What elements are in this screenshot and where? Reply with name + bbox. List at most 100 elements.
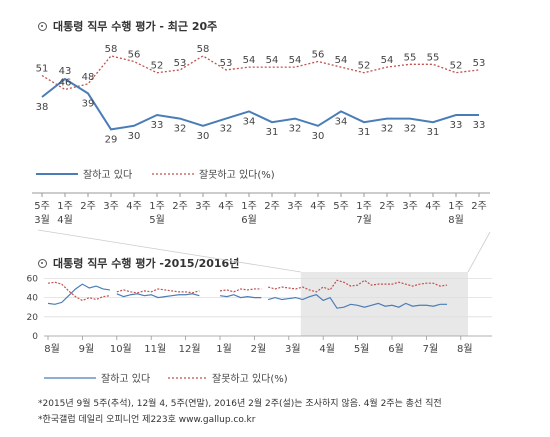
chart1-week-tick-label: 1주 [241, 201, 257, 212]
chart1-negative-data-label: 52 [151, 61, 164, 72]
chart1-negative-data-label: 53 [174, 58, 187, 69]
chart2-x-tick-label: 4월 [319, 343, 335, 355]
chart2-series-positive-line [219, 294, 262, 299]
chart2-series-negative-line [47, 281, 111, 302]
chart2-y-tick-label: 60 [27, 274, 39, 284]
chart2-series-positive-line [116, 293, 200, 299]
zoom-connector-right [467, 231, 491, 273]
chart2-series-positive-line [47, 283, 111, 305]
chart2-x-tick-label: 5월 [354, 343, 370, 355]
chart1-week-tick-label: 2주 [80, 201, 96, 212]
chart1-positive-data-label: 32 [404, 124, 417, 135]
chart1-positive-data-label: 43 [59, 66, 72, 77]
chart1-week-tick-label: 2주 [471, 201, 487, 212]
chart1-positive-data-label: 38 [36, 102, 49, 113]
chart1-month-tick-label: 8월 [448, 214, 464, 226]
chart2-title: 대통령 직무 수행 평가 -2015/2016년 [38, 255, 239, 271]
chart1-week-tick-label: 5주 [333, 201, 349, 212]
chart1-month-tick-label: 7월 [356, 214, 372, 226]
chart1-week-tick-label: 4주 [310, 201, 326, 212]
chart1-positive-data-label: 32 [220, 124, 233, 135]
chart2-x-tick-label: 8월 [457, 343, 473, 355]
chart1-negative-data-label: 54 [381, 55, 394, 66]
chart2-x-tick-label: 10월 [110, 343, 132, 355]
chart1-negative-data-label: 58 [197, 44, 210, 55]
chart2-x-tick-label: 1월 [216, 343, 232, 355]
chart1-week-tick-label: 4주 [126, 201, 142, 212]
chart1-week-tick-label: 3주 [103, 201, 119, 212]
chart1-negative-data-label: 52 [358, 61, 371, 72]
chart1-positive-data-label: 30 [197, 131, 210, 142]
chart2-x-tick-label: 3월 [285, 343, 301, 355]
chart1-positive-data-label: 33 [151, 120, 164, 131]
chart1-week-tick-label: 4주 [218, 201, 234, 212]
chart2-x-tick-label: 11월 [144, 343, 166, 355]
chart1-week-tick-label: 1주 [57, 201, 73, 212]
chart1-negative-data-label: 51 [36, 64, 49, 75]
chart1-week-tick-label: 1주 [356, 201, 372, 212]
chart1-negative-data-label: 55 [404, 52, 417, 63]
chart2-x-tick-label: 2월 [251, 343, 267, 355]
chart1-negative-data-label: 54 [335, 55, 348, 66]
chart2-legend-negative-label: 잘못하고 있다(%) [212, 372, 288, 385]
chart1-positive-data-label: 33 [473, 120, 486, 131]
chart2-legend-positive-label: 잘하고 있다 [101, 372, 150, 385]
chart2-series-negative-line [116, 288, 200, 294]
chart2-y-tick-label: 0 [32, 332, 38, 342]
chart1-negative-data-label: 54 [289, 55, 302, 66]
chart2-series-negative-line [267, 279, 448, 293]
chart1-month-tick-label: 6월 [241, 214, 257, 226]
chart1-positive-data-label: 31 [427, 127, 440, 138]
chart1-negative-data-label: 54 [243, 55, 256, 66]
chart1-series-negative-line [41, 55, 480, 91]
chart2-series-positive-line [267, 294, 448, 309]
chart1-positive-data-label: 31 [266, 127, 279, 138]
chart2-x-tick-label: 6월 [388, 343, 404, 355]
chart1-positive-data-label: 30 [128, 131, 141, 142]
chart1-negative-data-label: 53 [220, 58, 233, 69]
chart1-positive-data-label: 34 [335, 116, 348, 127]
chart1-positive-data-label: 32 [289, 124, 302, 135]
chart1-month-tick-label: 4월 [57, 214, 73, 226]
chart1-positive-data-label: 33 [450, 120, 463, 131]
chart1-positive-data-label: 34 [243, 116, 256, 127]
chart1-week-tick-label: 2주 [379, 201, 395, 212]
chart1-positive-data-label: 32 [381, 124, 394, 135]
chart1-week-tick-label: 3주 [195, 201, 211, 212]
chart1-positive-data-label: 30 [312, 131, 325, 142]
chart1-month-tick-label: 5월 [149, 214, 165, 226]
chart1-positive-data-label: 31 [358, 127, 371, 138]
bullet-icon [38, 259, 47, 268]
chart1-negative-data-label: 58 [105, 44, 118, 55]
chart1-week-tick-label: 2주 [172, 201, 188, 212]
chart1-legend-positive-label: 잘하고 있다 [83, 168, 132, 181]
chart1-negative-data-label: 52 [450, 61, 463, 72]
chart1-negative-data-label: 56 [128, 50, 141, 61]
chart1-positive-data-label: 39 [82, 98, 95, 109]
chart1-week-tick-label: 5주 [34, 201, 50, 212]
chart1-week-tick-label: 2주 [264, 201, 280, 212]
chart1-week-tick-label: 3주 [402, 201, 418, 212]
chart1-week-tick-label: 1주 [149, 201, 165, 212]
chart2-x-tick-label: 12월 [179, 343, 201, 355]
chart1-negative-data-label: 56 [312, 50, 325, 61]
footnote-source: *한국갤럽 데일리 오피니언 제223호 www.gallup.co.kr [38, 415, 256, 425]
chart1-month-tick-label: 3월 [34, 214, 50, 226]
chart1-title: 대통령 직무 수행 평가 - 최근 20주 [38, 18, 217, 34]
chart1-negative-data-label: 55 [427, 52, 440, 63]
zoom-connector-left [37, 229, 301, 273]
chart1-week-tick-label: 3주 [287, 201, 303, 212]
chart1-week-tick-label: 1주 [448, 201, 464, 212]
chart2-series-negative-line [219, 288, 262, 293]
chart1-positive-data-label: 32 [174, 124, 187, 135]
bullet-icon [38, 22, 47, 31]
chart2-x-tick-label: 7월 [423, 343, 439, 355]
chart2-y-tick-label: 40 [27, 294, 39, 304]
chart1-negative-data-label: 54 [266, 55, 279, 66]
chart1-week-tick-label: 4주 [425, 201, 441, 212]
chart1-negative-data-label: 53 [473, 58, 486, 69]
footnote-survey: *2015년 9월 5주(추석), 12월 4, 5주(연말), 2016년 2… [38, 399, 442, 409]
chart1-positive-data-label: 29 [105, 134, 118, 145]
chart1-negative-data-label: 48 [82, 72, 95, 83]
